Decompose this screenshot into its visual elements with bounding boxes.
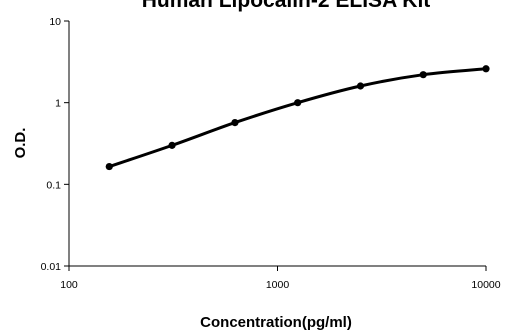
x-tick-label: 1000 [266,279,290,291]
data-point [168,141,176,149]
series-points [105,65,490,171]
y-tick-label: 0.1 [46,179,61,191]
data-point [294,99,302,107]
y-tick-label: 1 [55,98,61,110]
data-point [231,119,239,127]
x-tick-label: 100 [60,279,78,291]
y-axis-ticks: 0.01 0.1 1 10 [41,16,69,273]
data-point [482,65,490,73]
x-axis-title: Concentration(pg/ml) [200,314,352,331]
y-tick-label: 0.01 [41,261,62,273]
plot-area [68,21,486,267]
series-line [108,67,487,168]
x-axis-ticks: 100 1000 10000 [60,266,501,291]
chart-title: Human Lipocalin-2 ELISA Kit [142,0,431,12]
data-point [105,162,113,171]
data-point [419,71,427,79]
x-tick-label: 10000 [471,279,500,291]
y-axis-title: O.D. [12,128,29,159]
data-point [356,82,365,90]
y-tick-label: 10 [49,16,61,28]
